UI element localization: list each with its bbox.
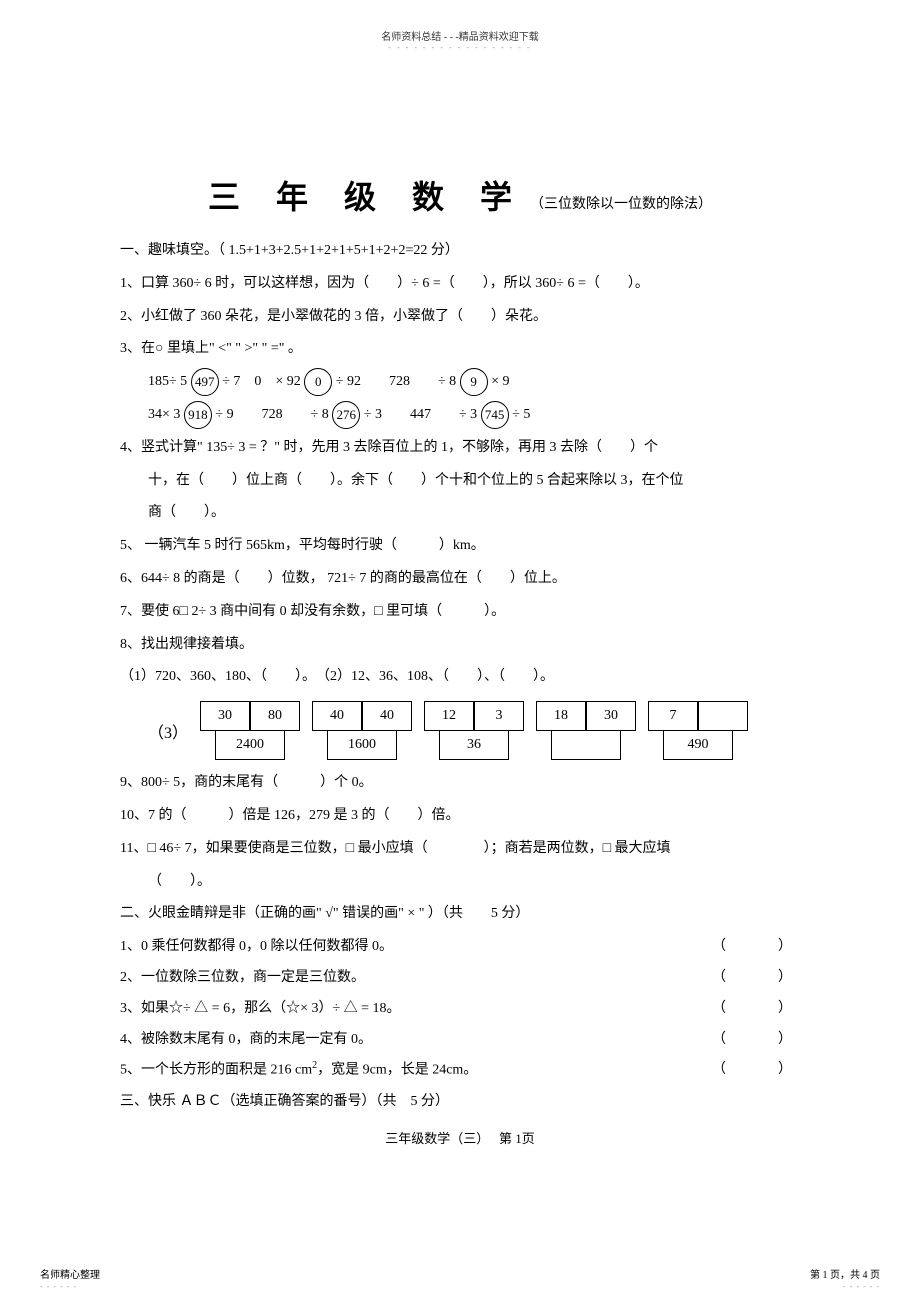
- q3r2-p2: ÷ 9 728 ÷ 8: [215, 407, 328, 422]
- section1-heading: 一、趣味填空。（ 1.5+1+3+2.5+1+2+1+5+1+2+2=22 分）: [120, 236, 800, 267]
- pair1-bottom: 1600: [327, 730, 397, 760]
- title-main: 三 年 级 数 学: [208, 179, 526, 215]
- section3-heading: 三、快乐 ＡＢＣ（选填正确答案的番号）（共 5 分）: [120, 1087, 800, 1118]
- q9: 9、800÷ 5，商的末尾有（ ）个 0。: [120, 768, 800, 799]
- q3-intro: 3、在○ 里填上" <" " >" " =" 。: [120, 334, 800, 365]
- footer-center: 三年级数学（三） 第 1页: [120, 1128, 800, 1147]
- pair2-top1: 3: [474, 701, 524, 731]
- tf1-paren: （ ）: [712, 963, 800, 994]
- q3r1-p6: × 9: [491, 374, 509, 389]
- q3r2-p4: ÷ 3 447 ÷ 3: [364, 407, 477, 422]
- pair-3: 18 30: [536, 701, 636, 760]
- pair0-top0: 30: [200, 701, 250, 731]
- header-text: 名师资料总结 - - -精品资料欢迎下载: [0, 0, 920, 43]
- q3r1-p2: ÷ 7 0 × 92: [222, 374, 301, 389]
- footer-left-dash: - - - - - -: [40, 1282, 77, 1291]
- q6: 6、644÷ 8 的商是（ ）位数， 721÷ 7 的商的最高位在（ ）位上。: [120, 564, 800, 595]
- q3-row2: 34× 3 918 ÷ 9 728 ÷ 8 276 ÷ 3 447 ÷ 3 74…: [120, 400, 800, 431]
- tf2-paren: （ ）: [712, 994, 800, 1025]
- q3r2-p6: ÷ 5: [512, 407, 530, 422]
- tf3-paren: （ ）: [712, 1025, 800, 1056]
- q3r1-p4: ÷ 92 728 ÷ 8: [336, 374, 456, 389]
- q10: 10、7 的（ ）倍是 126，279 是 3 的（ ）倍。: [120, 801, 800, 832]
- pair1-top1: 40: [362, 701, 412, 731]
- pair1-top0: 40: [312, 701, 362, 731]
- pair3-top1: 30: [586, 701, 636, 731]
- pair2-top0: 12: [424, 701, 474, 731]
- title-sub: （三位数除以一位数的除法）: [530, 197, 712, 212]
- tf4-paren: （ ）: [712, 1055, 800, 1086]
- section2-heading: 二、火眼金睛辩是非（正确的画" √" 错误的画" × " ）（共 5 分）: [120, 899, 800, 930]
- tf2-text: 3、如果☆÷ △ = 6，那么（☆× 3）÷ △ = 18。: [120, 994, 401, 1025]
- q3r1-circle3: 9: [460, 368, 488, 396]
- header-dashes: - - - - - - - - - - - - - - - - -: [0, 43, 920, 52]
- tf-1: 2、一位数除三位数，商一定是三位数。 （ ）: [120, 963, 800, 994]
- q3r1-circle1: 497: [191, 368, 219, 396]
- q3r1-circle2: 0: [304, 368, 332, 396]
- q3r2-circle3: 745: [481, 401, 509, 429]
- q7: 7、要使 6□ 2÷ 3 商中间有 0 却没有余数，□ 里可填（ ）。: [120, 597, 800, 628]
- pair3-top0: 18: [536, 701, 586, 731]
- document-content: 三 年 级 数 学 （三位数除以一位数的除法） 一、趣味填空。（ 1.5+1+3…: [0, 52, 920, 1147]
- pair4-top1: [698, 701, 748, 731]
- pair-4: 7 490: [648, 701, 748, 760]
- q2: 2、小红做了 360 朵花，是小翠做花的 3 倍，小翠做了（ ）朵花。: [120, 302, 800, 333]
- title-line: 三 年 级 数 学 （三位数除以一位数的除法）: [120, 172, 800, 218]
- q8: 8、找出规律接着填。: [120, 630, 800, 661]
- q5: 5、 一辆汽车 5 时行 565km，平均每时行驶（ ）km。: [120, 531, 800, 562]
- tf0-text: 1、0 乘任何数都得 0，0 除以任何数都得 0。: [120, 932, 393, 963]
- q3r1-p0: 185÷ 5: [148, 374, 187, 389]
- q8-3-row: （3） 30 80 2400 40 40 1600 12 3 36 18: [120, 701, 800, 760]
- footer-right-dash: - - - - - -: [843, 1282, 880, 1291]
- pair2-bottom: 36: [439, 730, 509, 760]
- pair-1: 40 40 1600: [312, 701, 412, 760]
- q3-row1: 185÷ 5 497 ÷ 7 0 × 92 0 ÷ 92 728 ÷ 8 9 ×…: [120, 367, 800, 398]
- pair3-bottom: [551, 730, 621, 760]
- tf-3: 4、被除数末尾有 0，商的末尾一定有 0。 （ ）: [120, 1025, 800, 1056]
- pair4-bottom: 490: [663, 730, 733, 760]
- q1: 1、口算 360÷ 6 时，可以这样想，因为（ ）÷ 6 =（ ），所以 360…: [120, 269, 800, 300]
- pair0-bottom: 2400: [215, 730, 285, 760]
- pair-2: 12 3 36: [424, 701, 524, 760]
- q3r2-circle2: 276: [332, 401, 360, 429]
- q11a: 11、□ 46÷ 7，如果要使商是三位数，□ 最小应填（ ）；商若是两位数，□ …: [120, 834, 800, 865]
- q3r2-circle1: 918: [184, 401, 212, 429]
- q8-3-label: （3）: [148, 719, 188, 743]
- q11b: （ ）。: [120, 867, 800, 898]
- q8-1: （1）720、360、180、（ ）。 （2）12、36、108、（ ）、（ ）…: [120, 662, 800, 693]
- tf-0: 1、0 乘任何数都得 0，0 除以任何数都得 0。 （ ）: [120, 932, 800, 963]
- q4b: 十，在（ ）位上商（ ）。余下（ ）个十和个位上的 5 合起来除以 3，在个位: [120, 466, 800, 497]
- tf1-text: 2、一位数除三位数，商一定是三位数。: [120, 963, 365, 994]
- tf3-text: 4、被除数末尾有 0，商的末尾一定有 0。: [120, 1025, 372, 1056]
- q4c: 商（ ）。: [120, 498, 800, 529]
- tf4-text: 5、一个长方形的面积是 216 cm2，宽是 9cm，长是 24cm。: [120, 1055, 477, 1086]
- q3r2-p0: 34× 3: [148, 407, 180, 422]
- pair4-top0: 7: [648, 701, 698, 731]
- tf-2: 3、如果☆÷ △ = 6，那么（☆× 3）÷ △ = 18。 （ ）: [120, 994, 800, 1025]
- pair-0: 30 80 2400: [200, 701, 300, 760]
- pair0-top1: 80: [250, 701, 300, 731]
- footer-left: 名师精心整理: [40, 1266, 100, 1281]
- q4a: 4、竖式计算" 135÷ 3 = ？" 时，先用 3 去除百位上的 1，不够除，…: [120, 433, 800, 464]
- footer-right: 第 1 页，共 4 页: [810, 1266, 880, 1281]
- tf0-paren: （ ）: [712, 932, 800, 963]
- tf-4: 5、一个长方形的面积是 216 cm2，宽是 9cm，长是 24cm。 （ ）: [120, 1055, 800, 1086]
